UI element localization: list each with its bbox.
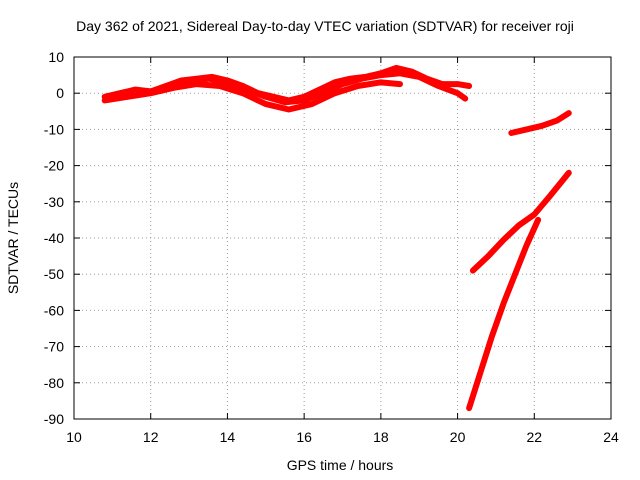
x-tick-label: 12 bbox=[143, 429, 159, 445]
chart-title: Day 362 of 2021, Sidereal Day-to-day VTE… bbox=[76, 18, 574, 34]
plot-frame bbox=[73, 56, 612, 420]
series-line-3 bbox=[147, 70, 469, 106]
x-tick-label: 16 bbox=[296, 429, 312, 445]
series-line-5 bbox=[469, 169, 572, 274]
x-tick-label: 20 bbox=[450, 429, 466, 445]
y-tick-label: -20 bbox=[44, 158, 64, 174]
y-tick-label: -90 bbox=[44, 411, 64, 427]
y-tick-label: -80 bbox=[44, 375, 64, 391]
y-tick-label: 0 bbox=[56, 85, 64, 101]
y-tick-label: -30 bbox=[44, 194, 64, 210]
y-tick-label: 10 bbox=[48, 49, 64, 65]
series-line-4 bbox=[508, 110, 572, 136]
x-tick-label: 18 bbox=[373, 429, 389, 445]
y-tick-label: -10 bbox=[44, 121, 64, 137]
y-tick-label: -60 bbox=[44, 302, 64, 318]
y-axis-label: SDTVAR / TECUs bbox=[5, 182, 21, 294]
x-axis-label: GPS time / hours bbox=[287, 457, 394, 473]
x-tick-label: 10 bbox=[66, 429, 82, 445]
y-tick-label: -40 bbox=[44, 230, 64, 246]
x-tick-label: 24 bbox=[603, 429, 619, 445]
y-tick-label: -70 bbox=[44, 339, 64, 355]
x-axis-ticks: 10 12 14 16 18 20 22 24 bbox=[66, 57, 619, 445]
series-line-2 bbox=[101, 79, 403, 113]
x-tick-label: 14 bbox=[220, 429, 236, 445]
series-line-6 bbox=[466, 216, 542, 412]
x-tick-label: 22 bbox=[526, 429, 542, 445]
series-layer bbox=[101, 64, 572, 412]
y-axis-ticks: 10 0 -10 -20 -30 -40 -50 -60 -70 -80 -90 bbox=[44, 49, 611, 427]
y-tick-label: -50 bbox=[44, 266, 64, 282]
series-line-1 bbox=[101, 64, 473, 104]
